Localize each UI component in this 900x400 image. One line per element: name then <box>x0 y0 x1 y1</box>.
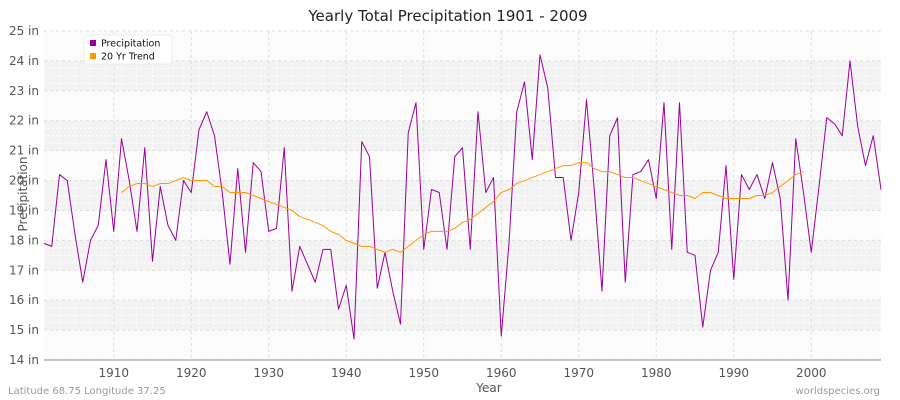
x-tick-label: 2000 <box>796 366 827 380</box>
x-tick-label: 1980 <box>641 366 672 380</box>
legend-label-precipitation: Precipitation <box>101 39 160 50</box>
y-tick-label: 15 in <box>9 323 39 337</box>
x-tick-label: 1950 <box>408 366 439 380</box>
footer-location: Latitude 68.75 Longitude 37.25 <box>8 386 166 397</box>
y-tick-label: 19 in <box>9 203 39 217</box>
legend-swatch-precipitation <box>90 40 96 46</box>
footer-source: worldspecies.org <box>796 386 880 397</box>
x-tick-label: 1990 <box>718 366 749 380</box>
y-tick-label: 22 in <box>9 114 39 128</box>
x-tick-label: 1920 <box>176 366 207 380</box>
legend: Precipitation 20 Yr Trend <box>83 34 173 65</box>
legend-swatch-trend <box>90 53 96 59</box>
trend-line <box>121 162 804 253</box>
y-axis-label: Precipitation <box>16 156 30 231</box>
series-layer <box>43 54 882 340</box>
y-tick-label: 20 in <box>9 174 39 188</box>
y-tick-label: 16 in <box>9 293 39 307</box>
y-tick-label: 21 in <box>9 144 39 158</box>
y-tick-label: 17 in <box>9 263 39 277</box>
y-tick-label: 14 in <box>9 353 39 367</box>
y-tick-label: 23 in <box>9 84 39 98</box>
x-tick-label: 1960 <box>486 366 517 380</box>
x-tick-label: 1930 <box>253 366 284 380</box>
y-tick-label: 25 in <box>9 24 39 38</box>
x-tick-label: 1940 <box>331 366 362 380</box>
precipitation-line <box>43 54 882 340</box>
chart-title: Yearly Total Precipitation 1901 - 2009 <box>307 7 587 25</box>
x-tick-label: 1910 <box>98 366 129 380</box>
x-tick-label: 1970 <box>563 366 594 380</box>
y-tick-label: 24 in <box>9 54 39 68</box>
x-axis-label: Year <box>475 381 501 395</box>
y-tick-labels: 14 in 15 in 16 in 17 in 18 in 19 in 20 in 21 in… <box>9 24 39 367</box>
major-grid <box>44 30 881 361</box>
legend-box <box>83 34 173 65</box>
x-tick-labels: 1910 1920 1930 1940 1950 1960 1970 1980 1990 2000 <box>98 366 826 380</box>
y-tick-label: 18 in <box>9 233 39 247</box>
legend-label-trend: 20 Yr Trend <box>101 52 155 63</box>
